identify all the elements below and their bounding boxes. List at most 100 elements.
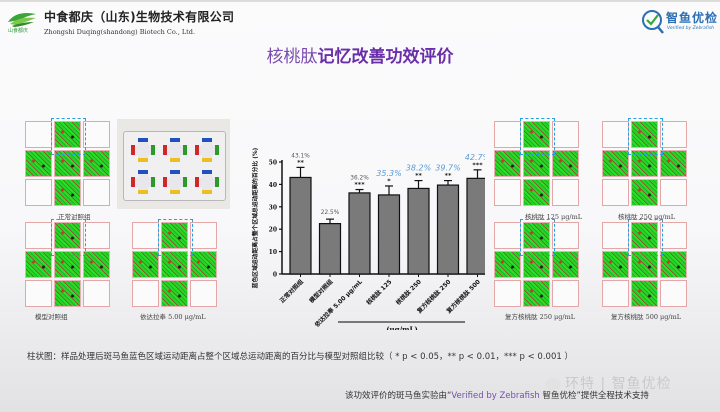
empty-cell [494, 121, 521, 148]
significance-marker: ** [297, 158, 304, 166]
group-label: 核桃肽 250 μg/mL [618, 213, 676, 221]
group-label: 正常对照组 [58, 213, 91, 221]
company-logo: 山食都庆 [6, 8, 38, 34]
plate-well-cross [163, 138, 187, 162]
empty-cell [552, 280, 579, 307]
empty-cell [83, 222, 110, 249]
company-name-en: Zhongshi Duqing(shandong) Biotech Co., L… [44, 28, 196, 36]
partner-logo: 智鱼优检 Verified by Zebrafish [641, 7, 719, 37]
title-subject: 核桃肽 [266, 47, 318, 67]
empty-cell [602, 121, 629, 148]
significance-marker: ** [415, 172, 422, 180]
blue-zone-dashed-box [628, 219, 663, 256]
footer-note: 该功效评价的斑马鱼实验由“Verified by Zebrafish 智鱼优检”… [345, 389, 649, 401]
value-label: 38.2% [406, 164, 431, 173]
empty-cell [602, 179, 629, 206]
tracking-cell [494, 251, 521, 278]
value-label: 36.2% [350, 176, 369, 182]
footer-prefix: 该功效评价的斑马鱼实验由“ [345, 391, 452, 401]
empty-cell [25, 222, 52, 249]
blue-zone-dashed-box [51, 219, 86, 256]
wechat-icon [545, 378, 561, 390]
empty-cell [552, 222, 579, 249]
value-label: 42.7% [465, 153, 485, 162]
blue-zone-dashed-box [520, 219, 555, 256]
plate-well-cross [195, 138, 219, 162]
empty-cell [660, 179, 687, 206]
tracking-cell [631, 222, 658, 249]
tracking-cell [552, 150, 579, 177]
blue-zone-dashed-box [520, 118, 555, 155]
blue-zone-dashed-box [628, 118, 663, 155]
tracking-cell [494, 150, 521, 177]
page-title: 核桃肽记忆改善功效评价 [0, 42, 720, 67]
group-label: 复方核桃肽 500 μg/mL [611, 313, 682, 321]
tracking-cell [602, 251, 629, 278]
tracking-cell [631, 150, 658, 177]
significance-marker: * [387, 177, 391, 185]
tracking-cell [83, 150, 110, 177]
bar [436, 184, 460, 275]
tracking-cell [83, 251, 110, 278]
empty-cell [552, 121, 579, 148]
top-divider [0, 0, 720, 2]
tracking-cell [523, 179, 550, 206]
company-name-cn: 中食都庆（山东)生物技术有限公司 [44, 10, 235, 24]
bar [289, 176, 312, 275]
tracking-cell [631, 121, 658, 148]
empty-cell [25, 280, 52, 307]
empty-cell [494, 280, 521, 307]
empty-cell [83, 121, 110, 148]
tracking-cell [523, 251, 550, 278]
empty-cell [602, 280, 629, 307]
y-axis-label: 蓝色区域运动距离占整个区域总运动距离的百分比 (%) [251, 147, 259, 288]
company-logo-tag: 山食都庆 [8, 28, 29, 34]
significance-marker: ** [445, 172, 452, 180]
tracking-cell [54, 179, 81, 206]
y-tick-label: 30 [269, 204, 277, 211]
empty-cell [190, 280, 217, 307]
tracking-cell [631, 251, 658, 278]
tracking-cell [523, 222, 550, 249]
x-tick-label: 核桃肽 125 [365, 278, 394, 307]
value-label: 35.3% [376, 169, 401, 178]
title-main: 记忆改善功效评价 [317, 47, 454, 67]
significance-marker: *** [472, 161, 483, 169]
magnifier-check-icon [642, 10, 664, 34]
empty-cell [190, 222, 217, 249]
empty-cell [132, 280, 159, 307]
footer-suffix: 智鱼优检”提供全程技术支持 [539, 391, 649, 401]
empty-cell [552, 179, 579, 206]
partner-logo-en: Verified by Zebrafish [667, 26, 715, 31]
plate-well-cross [195, 170, 219, 194]
bar-chart: 0 10 20 30 40 50 蓝色区域运动距离占整个区域总运动距离的百分比 (%) ** 4… [245, 100, 493, 334]
bar [318, 222, 342, 275]
empty-cell [25, 179, 52, 206]
y-tick-label: 50 [269, 160, 277, 167]
tracking-cell [631, 280, 658, 307]
empty-cell [494, 179, 521, 206]
tracking-cell [602, 150, 629, 177]
value-label: 43.1% [291, 153, 310, 159]
plate-tray [123, 131, 226, 201]
watermark: 环特 | 智鱼优检 [545, 373, 672, 393]
tracking-cell [552, 251, 579, 278]
empty-cell [660, 222, 687, 249]
empty-cell [25, 121, 52, 148]
footer-highlight: Verified by Zebrafish [451, 391, 540, 401]
group-label: 核桃肽 125 μg/mL [525, 213, 583, 221]
empty-cell [83, 179, 110, 206]
significance-marker: *** [354, 181, 365, 189]
tracking-cell [132, 251, 159, 278]
plate-photo [117, 119, 230, 209]
tracking-cell [161, 251, 188, 278]
x-tick-label: 正常对照组 [278, 278, 305, 305]
tracking-cell [54, 280, 81, 307]
bar [466, 177, 489, 275]
plate-well-cross [131, 138, 155, 162]
chart-caption: 柱状图：样品处理后斑马鱼蓝色区域运动距离占整个区域总运动距离的百分比与模型对照组… [27, 352, 573, 362]
tracking-cell [25, 251, 52, 278]
tracking-cell [660, 251, 687, 278]
